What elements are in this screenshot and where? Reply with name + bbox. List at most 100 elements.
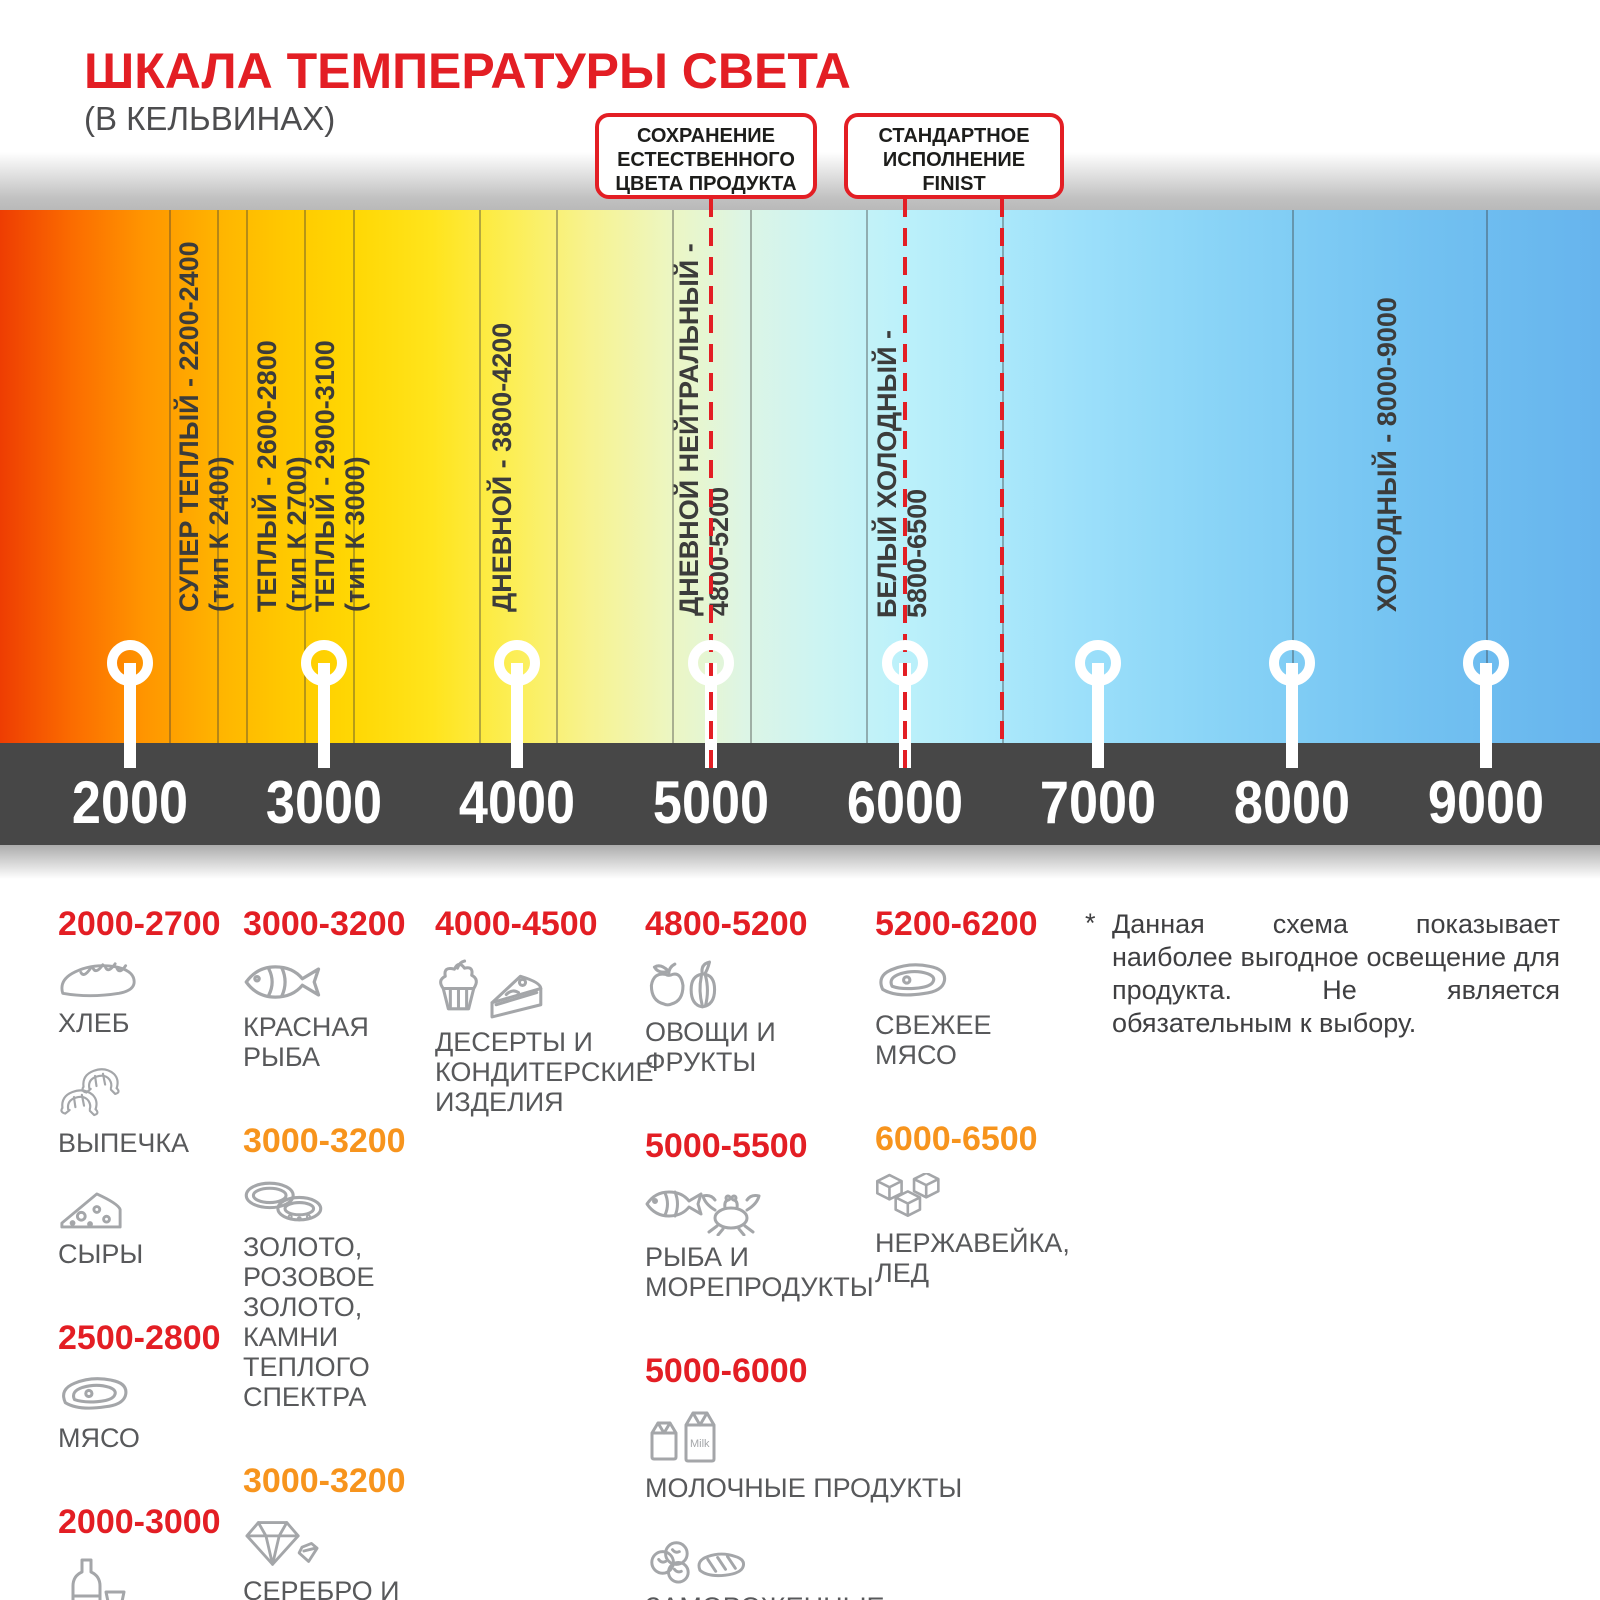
- zone-label-text: ДНЕВНОЙ НЕЙТРАЛЬНЫЙ -: [674, 243, 704, 616]
- range-header: 6000-6500: [875, 1120, 1038, 1158]
- category-label: ЗОЛОТО, РОЗОВОЕ ЗОЛОТО, КАМНИ ТЕПЛОГО СП…: [243, 1232, 375, 1412]
- pin-stem-7000: [1092, 663, 1104, 768]
- category-label: СВЕЖЕЕ МЯСО: [875, 1010, 992, 1070]
- tick-line-4800: [672, 210, 674, 743]
- milk-icon: [645, 1405, 721, 1467]
- produce-icon: [645, 958, 723, 1011]
- tick-line-2450: [217, 210, 219, 743]
- pin-marker-6000: [882, 640, 928, 686]
- tick-line-2600: [246, 210, 248, 743]
- range-header: 3000-3200: [243, 905, 406, 943]
- callout-natural-line1: СОХРАНЕНИЕ: [636, 125, 776, 147]
- range-header: 3000-3200: [243, 1462, 406, 1500]
- callout-natural-line3: ЦВЕТА ПРОДУКТА: [615, 173, 797, 195]
- axis-label-7000: 7000: [1039, 769, 1157, 836]
- zone-label-text: ХОЛОДНЫЙ - 8000-9000: [1372, 297, 1402, 612]
- category-label: СЫРЫ: [58, 1239, 144, 1269]
- category-label: ЗАМОРОЖЕННЫЕ ПОЛУФАБРИКАТЫ: [645, 1592, 884, 1600]
- dashed-line-6000: [903, 199, 907, 768]
- range-header: 4000-4500: [435, 905, 598, 943]
- tick-line-5200: [750, 210, 752, 743]
- category-label: НЕРЖАВЕЙКА, ЛЕД: [875, 1228, 1070, 1288]
- zone-label-text: СУПЕР ТЕПЛЫЙ - 2200-2400: [174, 241, 204, 612]
- cheese-icon: [58, 1184, 124, 1233]
- tick-line-5800: [866, 210, 868, 743]
- category-label: КРАСНАЯ РЫБА: [243, 1012, 369, 1072]
- axis-label-2000: 2000: [71, 769, 189, 836]
- pin-stem-3000: [318, 663, 330, 768]
- pastry-icon: [58, 1064, 132, 1122]
- range-header: 2500-2800: [58, 1319, 221, 1357]
- category-column-3: 4000-4500 ДЕСЕРТЫ И КОНДИТЕРСКИЕ ИЗДЕЛИЯ: [435, 905, 653, 1141]
- range-header: 2000-2700: [58, 905, 221, 943]
- seafood-icon: [645, 1180, 763, 1236]
- footnote-text: Данная схема показывает наиболее выгодно…: [1112, 909, 1560, 1038]
- range-header: 5000-6000: [645, 1352, 808, 1390]
- page-title: ШКАЛА ТЕМПЕРАТУРЫ СВЕТА: [84, 43, 851, 99]
- page-subtitle: (В КЕЛЬВИНАХ): [84, 100, 336, 137]
- category-column-4: 4800-5200 ОВОЩИ И ФРУКТЫ 5000-5500 РЫБА …: [645, 905, 965, 1600]
- pin-marker-8000: [1269, 640, 1315, 686]
- category-label: ВЫПЕЧКА: [58, 1128, 190, 1158]
- axis-label-4000: 4000: [458, 769, 576, 836]
- tick-line-9000: [1486, 210, 1488, 743]
- category-label: МЯСО: [58, 1423, 140, 1453]
- pin-marker-7000: [1075, 640, 1121, 686]
- zone-label-sub: (тип К 2700): [282, 456, 312, 612]
- zone-label-cold: ХОЛОДНЫЙ - 8000-9000: [1372, 297, 1402, 612]
- range-header: 2000-3000: [58, 1503, 221, 1541]
- tick-line-2900: [304, 210, 306, 743]
- zone-label-daylight-neutral: ДНЕВНОЙ НЕЙТРАЛЬНЫЙ - 4800-5200: [674, 243, 734, 616]
- gold-rings-icon: [243, 1175, 325, 1226]
- zone-label-warm-3000: ТЕПЛЫЙ - 2900-3100 (тип К 3000): [310, 340, 370, 612]
- zone-label-text: ТЕПЛЫЙ - 2600-2800: [252, 340, 282, 612]
- axis-label-8000: 8000: [1233, 769, 1351, 836]
- pin-stem-2000: [124, 663, 136, 768]
- zone-label-text: БЕЛЫЙ ХОЛОДНЫЙ -: [872, 330, 902, 618]
- axis-label-9000: 9000: [1427, 769, 1545, 836]
- footnote-asterisk: *: [1085, 908, 1096, 938]
- axis-label-6000: 6000: [846, 769, 964, 836]
- zone-label-super-warm: СУПЕР ТЕПЛЫЙ - 2200-2400 (тип К 2400): [174, 241, 234, 612]
- range-header: 4800-5200: [645, 905, 808, 943]
- axis-band: [0, 743, 1600, 845]
- frozen-food-icon: [645, 1529, 751, 1586]
- red-fish-icon: [243, 958, 325, 1006]
- category-label: МОЛОЧНЫЕ ПРОДУКТЫ: [645, 1473, 963, 1503]
- dashed-line-5000: [709, 199, 713, 768]
- category-label: СЕРЕБРО И БРИЛЛИАНТЫ: [243, 1576, 400, 1600]
- tick-line-3150: [353, 210, 355, 743]
- category-label: ДЕСЕРТЫ И КОНДИТЕРСКИЕ ИЗДЕЛИЯ: [435, 1027, 654, 1117]
- kelvin-gradient-strip: [0, 210, 1600, 743]
- pin-marker-4000: [494, 640, 540, 686]
- zone-label-warm-2700: ТЕПЛЫЙ - 2600-2800 (тип К 2700): [252, 340, 312, 612]
- range-header: 5200-6200: [875, 905, 1038, 943]
- zone-label-sub: (тип К 3000): [340, 456, 370, 612]
- pin-marker-3000: [301, 640, 347, 686]
- category-label: ХЛЕБ: [58, 1008, 130, 1038]
- category-column-5: 5200-6200 СВЕЖЕЕ МЯСО 6000-6500 НЕРЖАВЕЙ…: [875, 905, 1085, 1312]
- category-label: РЫБА И МОРЕПРОДУКТЫ: [645, 1242, 874, 1302]
- axis-band-shadow: [0, 845, 1600, 879]
- callout-finist-standard: СТАНДАРТНОЕ ИСПОЛНЕНИЕ FINIST: [844, 113, 1064, 199]
- fresh-meat-icon: [875, 958, 951, 1004]
- range-header: 5000-5500: [645, 1127, 808, 1165]
- alcohol-icon: [58, 1556, 126, 1600]
- bread-icon: [58, 958, 138, 1002]
- zone-label-daylight: ДНЕВНОЙ - 3800-4200: [487, 323, 517, 612]
- zone-label-white-cold: БЕЛЫЙ ХОЛОДНЫЙ - 5800-6500: [872, 330, 932, 618]
- ice-cubes-icon: [875, 1173, 949, 1222]
- pin-marker-9000: [1463, 640, 1509, 686]
- axis-label-3000: 3000: [265, 769, 383, 836]
- callout-natural-color: СОХРАНЕНИЕ ЕСТЕСТВЕННОГО ЦВЕТА ПРОДУКТА: [595, 113, 817, 199]
- meat-icon: [58, 1372, 132, 1417]
- dashed-line-6500: [1000, 199, 1004, 743]
- callout-finist-line3: FINIST: [922, 173, 986, 195]
- zone-label-sub: (тип К 2400): [204, 456, 234, 612]
- category-column-2: 3000-3200 КРАСНАЯ РЫБА 3000-3200 ЗОЛОТО,…: [243, 905, 433, 1600]
- axis-label-5000: 5000: [652, 769, 770, 836]
- pin-marker-2000: [107, 640, 153, 686]
- callout-natural-line2: ЕСТЕСТВЕННОГО: [617, 149, 795, 171]
- tick-line-2200: [169, 210, 171, 743]
